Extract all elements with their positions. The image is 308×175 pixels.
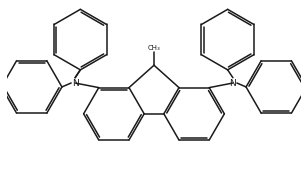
Text: CH₃: CH₃ (148, 46, 160, 51)
Text: N: N (72, 79, 79, 88)
Text: N: N (229, 79, 236, 88)
